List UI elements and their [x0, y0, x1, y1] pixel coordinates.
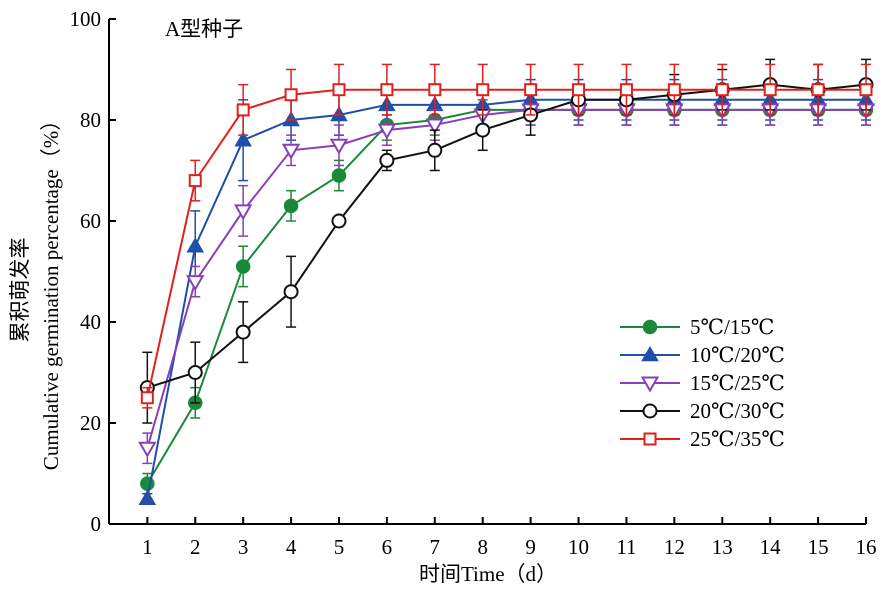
data-point: [667, 83, 681, 97]
data-point: [186, 275, 205, 292]
x-tick-label: 5: [334, 535, 345, 559]
data-point: [281, 143, 301, 160]
data-point: [284, 88, 298, 102]
legend-label: 20℃/30℃: [690, 399, 785, 423]
axes: [108, 19, 866, 525]
x-tick-label: 8: [477, 535, 488, 559]
data-point: [859, 83, 873, 97]
series-line: [146, 98, 866, 499]
y-tick-label: 40: [80, 310, 101, 334]
data-point: [377, 123, 397, 140]
data-point: [572, 83, 586, 97]
legend-item-5: 25℃/35℃: [620, 427, 785, 451]
data-point: [475, 122, 491, 138]
x-tick-label: 14: [760, 535, 782, 559]
x-tick-label: 2: [190, 535, 201, 559]
x-tick-label: 7: [430, 535, 441, 559]
legend-label: 10℃/20℃: [690, 343, 785, 367]
x-tick-label: 10: [568, 535, 589, 559]
x-tick-label: 9: [525, 535, 536, 559]
data-point: [140, 391, 154, 405]
data-point: [283, 284, 299, 300]
data-point: [425, 118, 445, 135]
series-line: [147, 83, 867, 389]
data-point: [331, 213, 347, 229]
x-tick-label: 12: [664, 535, 685, 559]
x-tick-label: 16: [856, 535, 877, 559]
y-tick-label: 100: [70, 7, 102, 31]
data-point: [235, 324, 251, 340]
y-tick-label: 20: [80, 411, 101, 435]
data-point: [236, 103, 250, 117]
legend-item-4: 20℃/30℃: [620, 399, 785, 423]
series-line: [146, 108, 866, 449]
legend-item-3: 15℃/25℃: [620, 371, 785, 395]
chart-title: A型种子: [165, 17, 243, 41]
data-point: [235, 259, 251, 274]
x-tick-label: 11: [616, 535, 636, 559]
x-tick-label: 4: [286, 535, 297, 559]
legend-marker: [642, 319, 658, 335]
data-point: [332, 83, 346, 97]
data-point: [187, 365, 203, 380]
data-point: [427, 142, 443, 158]
data-point: [329, 138, 349, 155]
legend-marker: [643, 432, 657, 446]
legend-item-1: 5℃/15℃: [620, 315, 774, 339]
data-point: [234, 131, 252, 147]
data-point: [380, 83, 394, 97]
x-tick-label: 15: [808, 535, 829, 559]
legend-marker: [641, 345, 659, 362]
data-point: [811, 83, 825, 97]
legend-marker: [640, 376, 660, 393]
series-line: [146, 88, 866, 398]
data-point: [138, 489, 157, 505]
data-point: [428, 83, 442, 97]
y-tick-label: 0: [91, 512, 102, 536]
data-point: [619, 83, 633, 97]
data-point: [186, 237, 205, 253]
legend-label: 15℃/25℃: [690, 371, 785, 395]
data-point: [331, 168, 347, 183]
x-tick-label: 6: [382, 535, 393, 559]
y-tick-label: 80: [80, 108, 101, 132]
y-axis-label-cn: 累积萌发率: [8, 238, 32, 343]
data-point: [476, 83, 490, 97]
data-point: [763, 83, 777, 97]
data-point: [188, 174, 202, 188]
data-point: [379, 152, 395, 168]
data-point: [233, 204, 253, 221]
x-tick-label: 3: [238, 535, 249, 559]
data-point: [138, 441, 157, 458]
series-4: [139, 58, 874, 424]
legend: 5℃/15℃ 10℃/20℃ 15℃/25℃ 20℃/30℃ 25℃/35℃: [620, 315, 785, 451]
series-5: [140, 63, 873, 409]
data-point: [283, 198, 299, 214]
data-point: [524, 83, 538, 97]
legend-item-2: 10℃/20℃: [620, 343, 785, 367]
y-tick-label: 60: [80, 209, 101, 233]
legend-marker: [642, 403, 658, 419]
legend-label: 25℃/35℃: [690, 427, 785, 451]
y-axis-label-en: Cumulative germination percentage（%）: [39, 110, 63, 470]
data-point: [715, 83, 729, 97]
x-tick-label: 13: [712, 535, 733, 559]
x-axis-label: 时间Time（d）: [419, 562, 557, 586]
x-tick-label: 1: [142, 535, 153, 559]
legend-label: 5℃/15℃: [690, 315, 774, 339]
plot-area: [138, 58, 876, 505]
